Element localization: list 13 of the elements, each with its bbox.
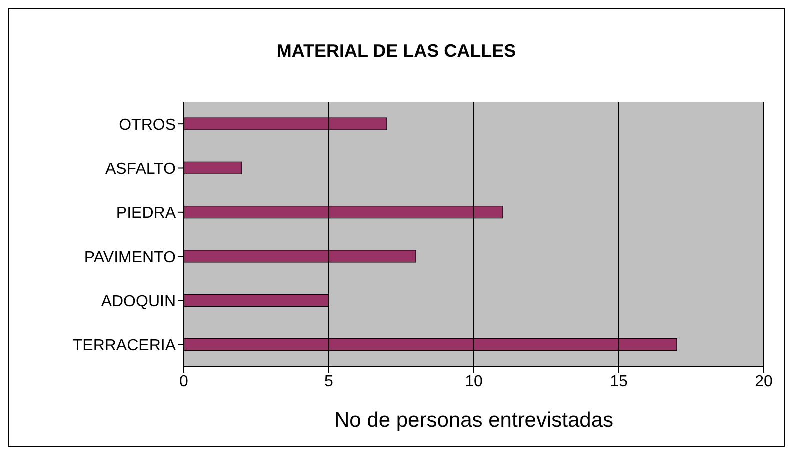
y-tick-label: TERRACERIA <box>72 338 176 355</box>
x-tick-label: 0 <box>180 373 189 390</box>
x-tick-label: 10 <box>465 373 483 390</box>
x-axis-title: No de personas entrevistadas <box>334 409 614 433</box>
x-tick-label: 5 <box>324 373 334 390</box>
y-tick-label: ADOQUIN <box>101 293 176 310</box>
x-tick-label: 20 <box>755 373 773 390</box>
y-tick-label: PIEDRA <box>116 205 176 222</box>
y-tick-label: ASFALTO <box>105 160 176 178</box>
y-tick-label: OTROS <box>119 116 176 134</box>
chart-title: MATERIAL DE LAS CALLES <box>276 41 518 62</box>
y-tick-label: PAVIMENTO <box>84 249 176 266</box>
x-tick-label: 15 <box>610 373 628 390</box>
